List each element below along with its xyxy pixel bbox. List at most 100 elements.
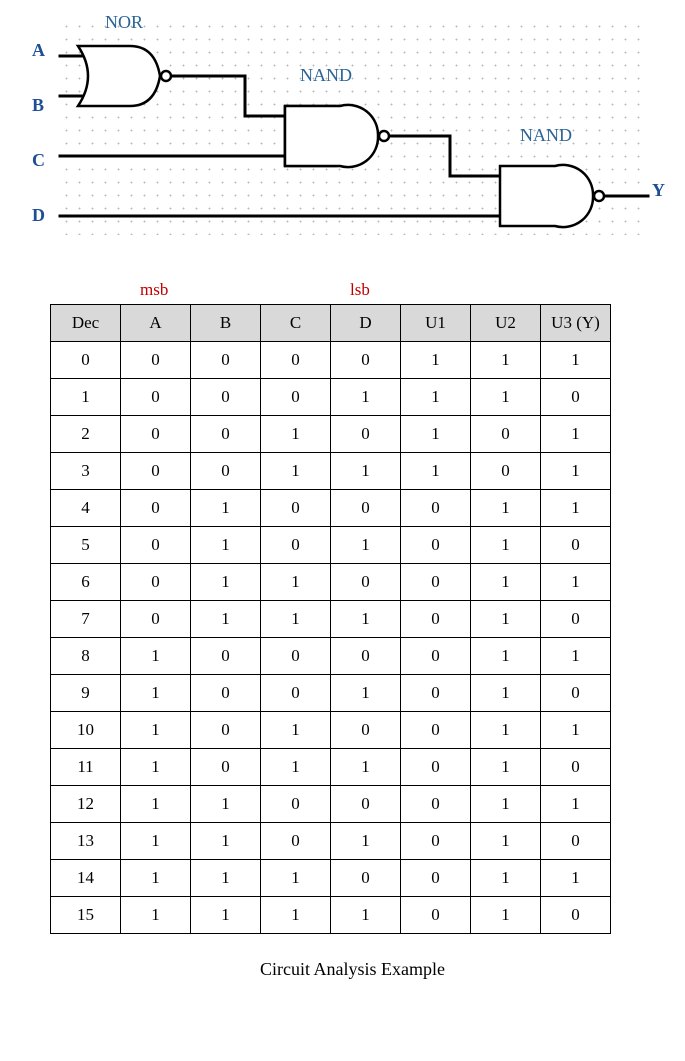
table-cell: 1	[121, 712, 191, 749]
table-cell: 1	[121, 897, 191, 934]
table-cell: 8	[51, 638, 121, 675]
table-cell: 2	[51, 416, 121, 453]
table-cell: 0	[331, 786, 401, 823]
table-row: 131101010	[51, 823, 611, 860]
gate-u1	[78, 46, 171, 106]
table-cell: 14	[51, 860, 121, 897]
table-cell: 1	[541, 786, 611, 823]
table-cell: 0	[401, 638, 471, 675]
table-cell: 7	[51, 601, 121, 638]
table-cell: 0	[191, 453, 261, 490]
table-cell: 1	[261, 897, 331, 934]
table-cell: 1	[121, 786, 191, 823]
table-cell: 0	[401, 712, 471, 749]
table-cell: 0	[191, 379, 261, 416]
table-cell: 1	[331, 601, 401, 638]
table-row: 121100011	[51, 786, 611, 823]
table-cell: 1	[121, 860, 191, 897]
table-cell: 11	[51, 749, 121, 786]
table-cell: 1	[331, 823, 401, 860]
table-cell: 0	[401, 527, 471, 564]
table-cell: 1	[191, 601, 261, 638]
gate-u3	[500, 165, 604, 227]
table-cell: 1	[471, 786, 541, 823]
table-cell: 0	[471, 416, 541, 453]
table-cell: 1	[541, 490, 611, 527]
table-cell: 0	[331, 416, 401, 453]
bit-significance-labels: msb lsb	[50, 280, 685, 304]
table-cell: 1	[471, 675, 541, 712]
table-cell: 0	[331, 564, 401, 601]
table-cell: 0	[191, 342, 261, 379]
circuit-diagram: A B C D Y NOR NAND NAND U1 U2 U3	[20, 10, 660, 250]
table-cell: 1	[191, 897, 261, 934]
table-cell: 12	[51, 786, 121, 823]
table-header-cell: A	[121, 305, 191, 342]
table-cell: 13	[51, 823, 121, 860]
table-cell: 0	[541, 897, 611, 934]
table-cell: 1	[541, 416, 611, 453]
table-header-cell: B	[191, 305, 261, 342]
table-cell: 1	[471, 749, 541, 786]
table-cell: 1	[191, 490, 261, 527]
table-cell: 0	[541, 601, 611, 638]
table-cell: 0	[471, 453, 541, 490]
table-row: 00000111	[51, 342, 611, 379]
table-cell: 1	[471, 823, 541, 860]
table-row: 60110011	[51, 564, 611, 601]
table-header-cell: U3 (Y)	[541, 305, 611, 342]
table-cell: 0	[401, 749, 471, 786]
table-cell: 1	[401, 416, 471, 453]
table-cell: 0	[541, 823, 611, 860]
table-cell: 1	[121, 749, 191, 786]
table-header-cell: C	[261, 305, 331, 342]
table-cell: 0	[331, 638, 401, 675]
table-row: 20010101	[51, 416, 611, 453]
table-cell: 0	[121, 416, 191, 453]
table-cell: 0	[191, 416, 261, 453]
truth-table-section: msb lsb DecABCDU1U2U3 (Y) 00000111100011…	[50, 280, 685, 934]
table-cell: 1	[261, 416, 331, 453]
table-cell: 0	[401, 675, 471, 712]
table-cell: 1	[541, 638, 611, 675]
table-row: 101010011	[51, 712, 611, 749]
table-cell: 0	[541, 675, 611, 712]
table-cell: 1	[471, 527, 541, 564]
table-cell: 9	[51, 675, 121, 712]
table-cell: 1	[191, 823, 261, 860]
table-cell: 1	[261, 749, 331, 786]
table-cell: 0	[261, 379, 331, 416]
figure-caption: Circuit Analysis Example	[10, 959, 685, 980]
table-cell: 1	[121, 638, 191, 675]
table-cell: 1	[121, 675, 191, 712]
table-cell: 1	[331, 379, 401, 416]
truth-table-head: DecABCDU1U2U3 (Y)	[51, 305, 611, 342]
table-cell: 1	[541, 860, 611, 897]
circuit-svg	[20, 10, 660, 250]
table-cell: 1	[401, 453, 471, 490]
table-row: 30011101	[51, 453, 611, 490]
table-cell: 1	[331, 897, 401, 934]
table-cell: 0	[541, 527, 611, 564]
table-cell: 1	[191, 860, 261, 897]
table-cell: 1	[261, 601, 331, 638]
table-cell: 0	[261, 823, 331, 860]
table-cell: 1	[541, 342, 611, 379]
table-cell: 1	[541, 564, 611, 601]
table-cell: 1	[51, 379, 121, 416]
table-cell: 1	[471, 379, 541, 416]
table-cell: 0	[401, 490, 471, 527]
table-row: 10001110	[51, 379, 611, 416]
table-cell: 0	[191, 749, 261, 786]
table-cell: 15	[51, 897, 121, 934]
table-cell: 10	[51, 712, 121, 749]
table-cell: 0	[331, 342, 401, 379]
msb-label: msb	[140, 280, 168, 300]
table-cell: 1	[191, 527, 261, 564]
table-row: 50101010	[51, 527, 611, 564]
table-cell: 1	[331, 527, 401, 564]
table-cell: 0	[121, 601, 191, 638]
table-cell: 1	[471, 712, 541, 749]
table-cell: 1	[471, 601, 541, 638]
table-cell: 1	[261, 564, 331, 601]
